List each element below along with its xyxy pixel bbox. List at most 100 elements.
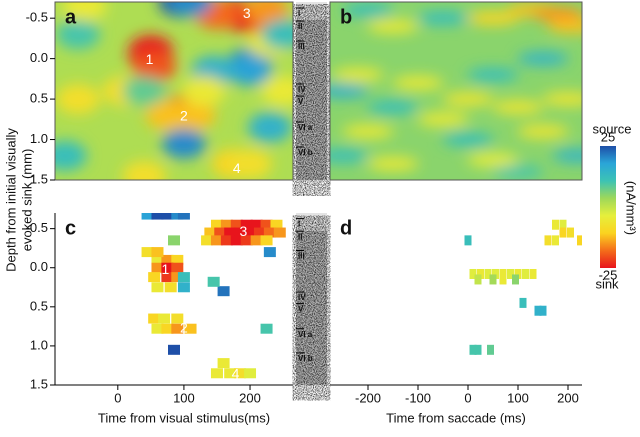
cell <box>158 313 171 324</box>
histology-texture <box>296 20 327 180</box>
cell <box>210 219 223 230</box>
cell <box>263 247 276 258</box>
cell <box>217 286 230 297</box>
heatmap-blob <box>181 76 226 106</box>
heatmap-blob <box>228 55 273 86</box>
layer-label: IV <box>298 85 306 94</box>
cell <box>210 368 223 379</box>
x-tick-label: 100 <box>507 390 529 405</box>
heatmap-blob <box>417 11 469 26</box>
y-tick-label: 0.0 <box>30 259 48 274</box>
heatmap-blob <box>492 100 544 115</box>
heatmap-base <box>330 2 582 180</box>
cell <box>161 254 174 265</box>
cell <box>529 268 537 279</box>
cell <box>164 282 177 293</box>
heatmap-blob <box>330 84 369 98</box>
cell <box>253 227 266 238</box>
heatmap-blob <box>342 3 394 18</box>
cell <box>477 268 484 279</box>
cell <box>161 272 174 283</box>
heatmap-blobs <box>55 2 293 180</box>
cell <box>544 235 552 246</box>
cell <box>148 313 161 324</box>
cell <box>474 344 482 355</box>
cell <box>539 305 547 316</box>
heatmap-blob <box>367 19 419 34</box>
cell <box>250 219 263 230</box>
cell <box>151 282 164 293</box>
cell <box>512 274 519 285</box>
y-tick-label: 1.5 <box>30 376 48 391</box>
cell <box>585 235 592 245</box>
layer-label: III <box>298 252 305 261</box>
heatmap-blob <box>56 84 101 115</box>
panel-label: b <box>340 6 352 28</box>
cell <box>499 268 507 279</box>
cell <box>489 274 497 285</box>
cell <box>492 268 499 279</box>
heatmap-blob <box>244 2 289 26</box>
cell <box>151 213 164 220</box>
cell <box>263 227 276 238</box>
heatmap-blob <box>417 112 469 127</box>
plot-area <box>330 2 582 180</box>
heatmap-blob <box>132 51 177 82</box>
cell <box>552 235 559 246</box>
cell <box>148 272 161 283</box>
cell <box>177 213 190 220</box>
cell <box>469 344 477 355</box>
cell <box>171 323 184 334</box>
cell <box>244 368 257 379</box>
heatmap-blob <box>367 156 419 171</box>
cell <box>240 219 253 230</box>
cell <box>234 368 247 379</box>
colorbar-label: (nA/mm³) <box>624 181 639 235</box>
heatmap-blob <box>442 92 494 107</box>
cell <box>151 247 164 258</box>
y-axis-label: Depth from initial visually <box>3 128 18 272</box>
cell <box>177 282 190 293</box>
x-axis-label: Time from saccade (ms) <box>386 410 526 425</box>
heatmap-blob <box>261 19 293 50</box>
cell <box>469 268 477 279</box>
cell <box>244 227 257 238</box>
histology-top <box>296 2 327 20</box>
cell <box>484 268 492 279</box>
cell <box>220 235 233 246</box>
cell <box>273 227 286 238</box>
histology-texture <box>296 231 327 385</box>
x-tick-label: 200 <box>557 390 579 405</box>
layer-label: VI a <box>298 330 313 339</box>
y-tick-label: 0.5 <box>30 298 48 313</box>
cell <box>161 323 174 334</box>
cell <box>210 235 223 246</box>
panel-label: a <box>65 6 77 28</box>
annotation: 1 <box>146 51 154 67</box>
cell <box>224 227 237 238</box>
cell <box>204 227 217 238</box>
y-tick-label: 0.5 <box>30 91 48 106</box>
cell <box>151 262 164 273</box>
cell <box>464 235 472 246</box>
cell <box>534 305 542 316</box>
heatmap-blob <box>467 11 519 26</box>
cell <box>207 276 220 287</box>
layer-label: I <box>298 220 300 229</box>
layer-label: VI b <box>298 354 313 363</box>
layer-label: I <box>298 9 300 18</box>
heatmap-blob <box>442 132 494 147</box>
annotation: 2 <box>180 319 188 335</box>
cell <box>519 297 527 308</box>
cell <box>240 235 253 246</box>
y-tick-label: -0.5 <box>26 220 48 235</box>
y-tick-label: 1.0 <box>30 337 48 352</box>
colorbar-top: source <box>592 121 631 136</box>
annotation: 4 <box>232 366 240 382</box>
heatmap-blob <box>247 112 292 143</box>
annotation: 3 <box>240 223 248 239</box>
heatmap-blob <box>332 67 384 82</box>
cell <box>559 227 567 238</box>
